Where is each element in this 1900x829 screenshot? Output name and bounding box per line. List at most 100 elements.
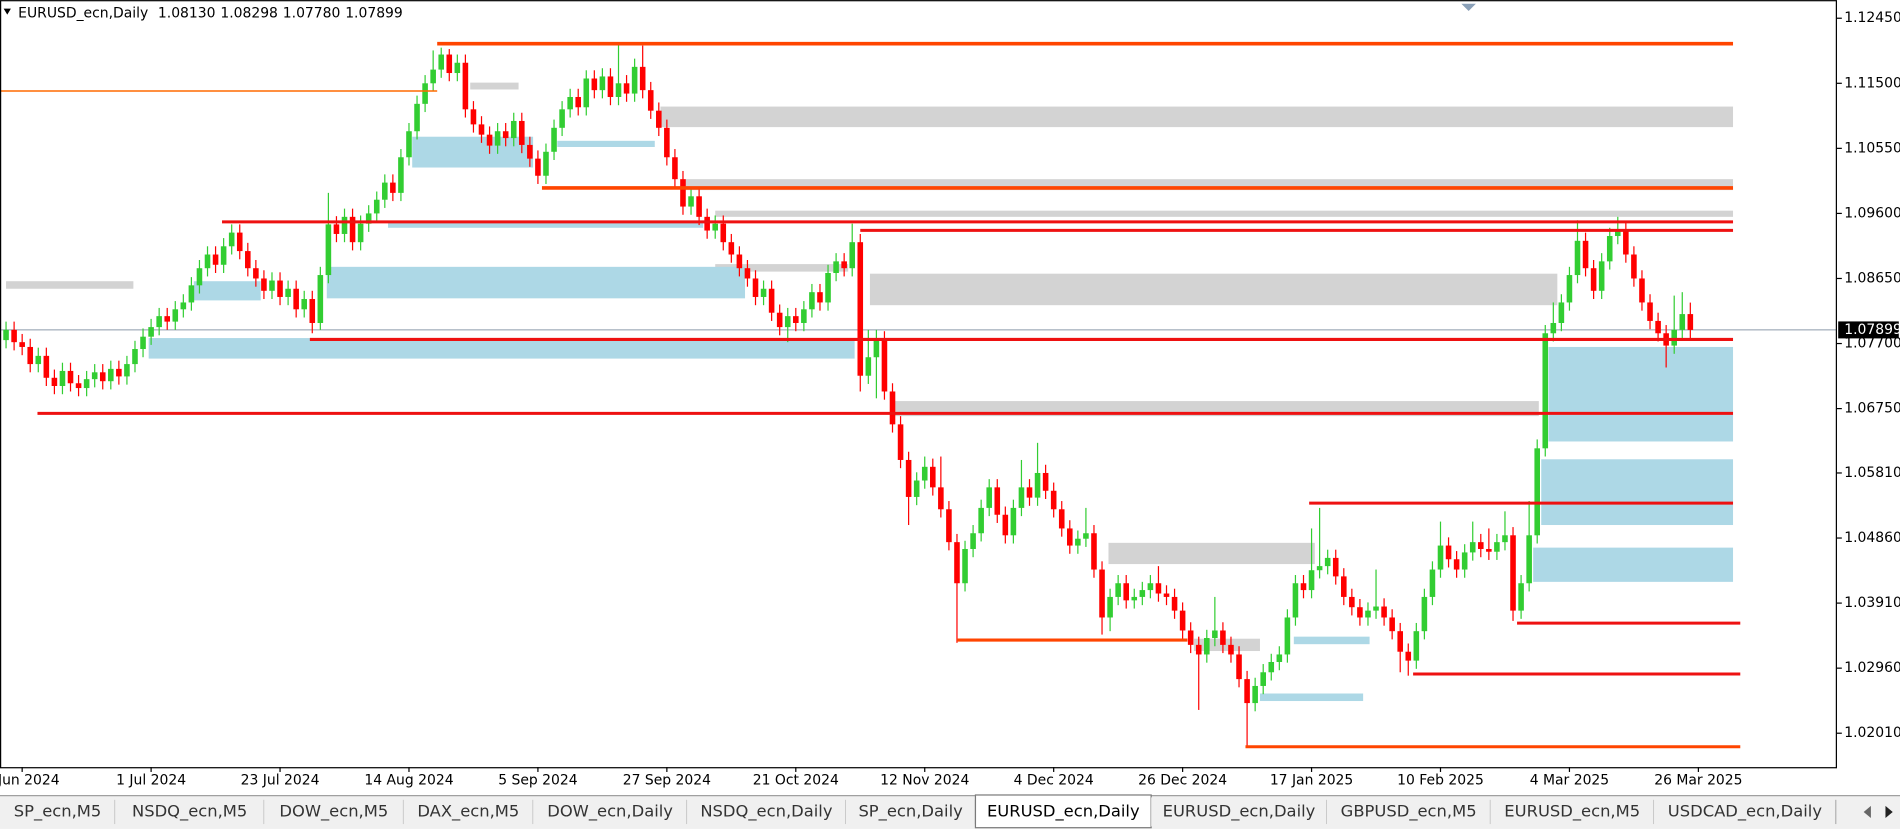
candle-body xyxy=(825,272,831,303)
y-tick-label: 1.03910 xyxy=(1844,595,1900,611)
tab-label[interactable]: DOW_ecn,Daily xyxy=(547,801,673,821)
tab-label[interactable]: NSDQ_ecn,M5 xyxy=(132,801,247,821)
candle-body xyxy=(817,292,823,303)
tab-label[interactable]: DOW_ecn,M5 xyxy=(279,801,388,821)
price-tag xyxy=(1838,321,1899,339)
tab-frame[interactable] xyxy=(0,797,116,827)
candle-body xyxy=(527,144,533,159)
candle-body xyxy=(1606,236,1613,262)
tab-frame[interactable] xyxy=(1151,797,1327,827)
tab[interactable]: USDCAD_ecn,Daily xyxy=(1654,797,1837,827)
tab-frame[interactable] xyxy=(687,797,846,827)
tab-label[interactable]: SP_ecn,M5 xyxy=(14,801,102,821)
tab[interactable]: NSDQ_ecn,Daily xyxy=(687,797,847,827)
candle-body xyxy=(921,466,928,481)
candle-body xyxy=(398,157,404,193)
zone xyxy=(388,220,704,228)
candle-body xyxy=(446,54,453,74)
candle-body xyxy=(1518,583,1524,611)
candle-body xyxy=(1671,329,1677,346)
candle-body xyxy=(422,83,428,104)
zone xyxy=(326,266,746,299)
candle-body xyxy=(51,377,58,386)
candle-body xyxy=(277,280,283,297)
candle-body xyxy=(1445,545,1452,560)
tab-label[interactable]: NSDQ_ecn,Daily xyxy=(700,801,832,821)
candle-body xyxy=(1502,535,1508,543)
tab-frame[interactable] xyxy=(264,797,404,827)
candle-body xyxy=(253,268,259,279)
candle-body xyxy=(172,309,179,322)
candle-body xyxy=(349,216,356,243)
candle-body xyxy=(1163,593,1170,597)
tab-label[interactable]: EURUSD_ecn,Daily xyxy=(1163,801,1316,821)
candle-body xyxy=(1091,533,1097,570)
tab-frame[interactable] xyxy=(403,797,534,827)
tab[interactable]: SP_ecn,Daily xyxy=(845,797,977,827)
candle-body xyxy=(1486,548,1492,552)
x-tick-label: 17 Jan 2025 xyxy=(1270,772,1353,788)
candle-body xyxy=(857,242,864,376)
candle-body xyxy=(776,312,783,328)
candle-body xyxy=(1478,542,1484,549)
tab[interactable]: DOW_ecn,Daily xyxy=(533,797,688,827)
candle-body xyxy=(1107,596,1113,618)
candle-body xyxy=(1171,596,1178,611)
tab[interactable]: SP_ecn,M5 xyxy=(0,797,116,827)
tab[interactable]: NSDQ_ecn,M5 xyxy=(115,797,265,827)
zone xyxy=(1541,459,1734,526)
chart-menu-arrow[interactable] xyxy=(3,8,11,15)
candle-body xyxy=(454,62,461,74)
tab-frame[interactable] xyxy=(115,797,265,827)
candle-body xyxy=(269,280,275,291)
tab[interactable]: DOW_ecn,M5 xyxy=(264,797,405,827)
candle-body xyxy=(35,355,42,365)
candle-body xyxy=(1623,230,1629,255)
candle-body xyxy=(1494,542,1500,552)
tab[interactable]: EURUSD_ecn,M5 xyxy=(1490,797,1655,827)
candle-body xyxy=(543,151,549,176)
candle-body xyxy=(793,316,799,323)
tab-frame[interactable] xyxy=(533,797,688,827)
tab-label[interactable]: SP_ecn,Daily xyxy=(858,801,963,821)
candle-body xyxy=(905,459,912,497)
candle-body xyxy=(1026,487,1033,498)
candle-body xyxy=(913,480,920,497)
chart-shift-marker[interactable] xyxy=(1461,3,1476,11)
tab-frame[interactable] xyxy=(974,794,1152,829)
tab-frame[interactable] xyxy=(1490,797,1655,827)
tab[interactable]: DAX_ecn,M5 xyxy=(403,797,534,827)
tab-scroll-left[interactable] xyxy=(1863,805,1871,819)
candle-body xyxy=(615,83,622,97)
candle-body xyxy=(1212,630,1218,639)
candle-body xyxy=(535,158,541,176)
tab[interactable]: GBPUSD_ecn,M5 xyxy=(1326,797,1492,827)
candle-body xyxy=(1429,569,1436,597)
candle-body xyxy=(680,179,686,207)
candle-body xyxy=(341,216,348,234)
tab-label[interactable]: USDCAD_ecn,Daily xyxy=(1668,801,1823,821)
tab[interactable]: EURUSD_ecn,Daily xyxy=(1151,797,1328,827)
tab-scroll-right[interactable] xyxy=(1885,805,1893,819)
tab-label[interactable]: EURUSD_ecn,M5 xyxy=(1504,801,1640,821)
candle-body xyxy=(639,66,646,91)
candle-body xyxy=(954,542,960,584)
candle-body xyxy=(75,383,82,389)
candle-body xyxy=(1558,302,1565,323)
candle-body xyxy=(1252,685,1258,704)
candle-body xyxy=(1687,314,1694,330)
tab-frame[interactable] xyxy=(845,797,976,827)
tab-frame[interactable] xyxy=(1326,797,1491,827)
tab-frame[interactable] xyxy=(1654,797,1836,827)
x-tick-label: 1 Jul 2024 xyxy=(116,772,186,788)
tab-label[interactable]: EURUSD_ecn,Daily xyxy=(987,801,1140,821)
candle-body xyxy=(583,78,590,108)
y-tick-label: 1.11500 xyxy=(1844,75,1900,91)
zone xyxy=(1548,346,1734,442)
candle-body xyxy=(1155,583,1162,594)
tab[interactable]: EURUSD_ecn,Daily xyxy=(974,794,1152,829)
tab-label[interactable]: GBPUSD_ecn,M5 xyxy=(1341,801,1477,821)
price-tag-label: 1.07899 xyxy=(1844,322,1900,338)
tab-label[interactable]: DAX_ecn,M5 xyxy=(417,801,519,821)
